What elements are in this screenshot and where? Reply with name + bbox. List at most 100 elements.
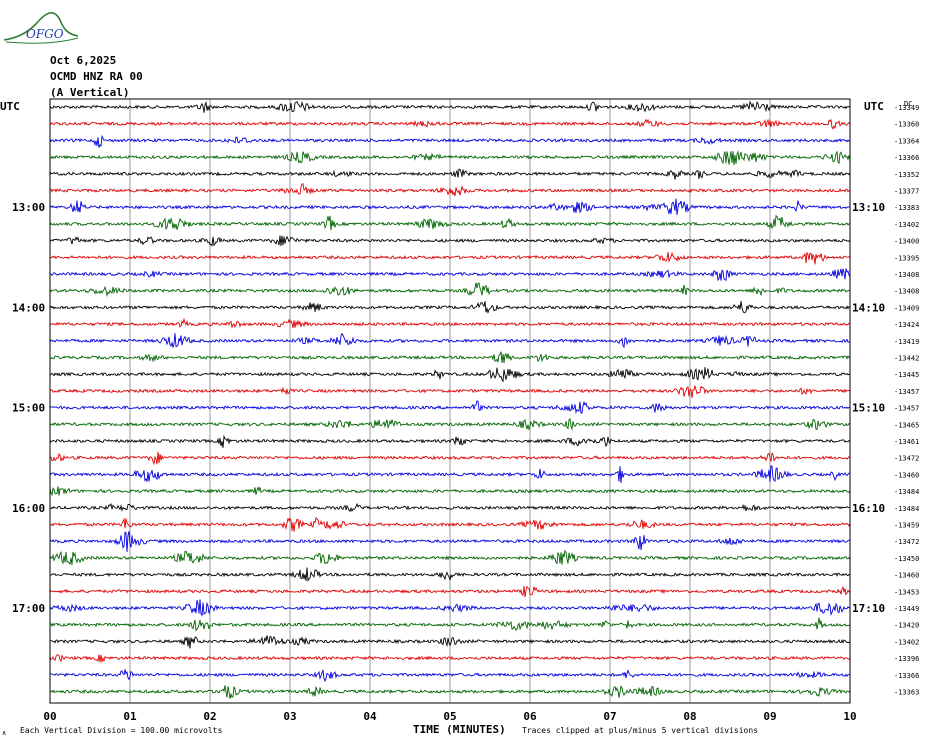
offset-label-33: -13402 bbox=[894, 638, 919, 646]
trace-row-6 bbox=[49, 183, 851, 197]
offset-label-3: -13364 bbox=[894, 137, 919, 145]
left-time-label: 14:00 bbox=[12, 301, 45, 314]
trace-row-31 bbox=[49, 599, 851, 617]
trace-row-10 bbox=[49, 251, 851, 265]
ofgo-logo bbox=[3, 12, 79, 44]
trace-row-36 bbox=[49, 685, 851, 699]
offset-label-16: -13442 bbox=[894, 355, 919, 363]
x-tick-label: 07 bbox=[603, 710, 616, 723]
left-time-labels: 13:00 14:00 15:00 16:00 17:00 bbox=[12, 201, 45, 615]
x-tick-labels: 00 01 02 03 04 05 06 07 08 09 10 bbox=[43, 710, 856, 723]
right-time-label: 14:10 bbox=[852, 301, 885, 314]
offset-label-22: -13472 bbox=[894, 455, 919, 463]
trace-row-18 bbox=[49, 385, 851, 399]
offset-label-8: -13402 bbox=[894, 221, 919, 229]
right-time-label: 16:10 bbox=[852, 502, 885, 515]
trace-row-2 bbox=[49, 118, 851, 130]
offset-label-4: -13366 bbox=[894, 154, 919, 162]
logo-hill-icon bbox=[3, 12, 79, 41]
offset-label-11: -13408 bbox=[894, 271, 919, 279]
trace-row-13 bbox=[49, 301, 851, 315]
station-code: OCMD HNZ RA 00 bbox=[50, 70, 143, 83]
scale-note: Each Vertical Division = 100.00 microvol… bbox=[20, 726, 222, 735]
left-time-label: 13:00 bbox=[12, 201, 45, 214]
offset-label-21: -13461 bbox=[894, 438, 919, 446]
offset-label-13: -13409 bbox=[894, 304, 919, 312]
left-axis-label: UTC bbox=[0, 100, 20, 113]
offset-label-29: -13460 bbox=[894, 572, 919, 580]
left-time-label: 15:00 bbox=[12, 402, 45, 415]
trace-row-3 bbox=[49, 134, 851, 148]
x-tick-label: 05 bbox=[443, 710, 456, 723]
minute-grid bbox=[129, 99, 771, 703]
trace-row-23 bbox=[49, 465, 851, 484]
seismic-traces bbox=[49, 100, 851, 699]
offset-label-10: -13395 bbox=[894, 254, 919, 262]
offset-label-25: -13484 bbox=[894, 505, 919, 513]
offset-label-5: -13352 bbox=[894, 171, 919, 179]
trace-row-27 bbox=[49, 531, 850, 553]
offset-label-6: -13377 bbox=[894, 188, 919, 196]
right-time-label: 17:10 bbox=[852, 602, 885, 615]
trace-row-29 bbox=[49, 567, 851, 582]
offset-label-18: -13457 bbox=[894, 388, 919, 396]
offset-label-32: -13420 bbox=[894, 622, 919, 630]
offset-label-26: -13459 bbox=[894, 522, 919, 530]
trace-row-26 bbox=[49, 516, 851, 532]
trace-row-32 bbox=[49, 617, 851, 632]
x-tick-label: 03 bbox=[283, 710, 296, 723]
offset-label-9: -13400 bbox=[894, 238, 919, 246]
left-time-label: 17:00 bbox=[12, 602, 45, 615]
trace-row-15 bbox=[49, 332, 851, 349]
offset-label-35: -13366 bbox=[894, 672, 919, 680]
trace-row-12 bbox=[49, 282, 851, 298]
x-axis-label: TIME (MINUTES) bbox=[413, 723, 506, 736]
offset-label-7: -13383 bbox=[894, 204, 919, 212]
offset-label-23: -13460 bbox=[894, 471, 919, 479]
trace-row-5 bbox=[49, 168, 851, 180]
logo-base-icon bbox=[5, 37, 79, 44]
offset-label-31: -13449 bbox=[894, 605, 919, 613]
x-tick-label: 04 bbox=[363, 710, 377, 723]
offset-label-28: -13450 bbox=[894, 555, 919, 563]
trace-row-7 bbox=[49, 198, 851, 216]
trace-row-9 bbox=[49, 235, 851, 247]
trace-row-19 bbox=[49, 400, 851, 414]
offset-label-12: -13408 bbox=[894, 288, 919, 296]
trace-row-17 bbox=[49, 367, 851, 383]
trace-row-33 bbox=[49, 635, 851, 649]
right-time-label: 13:10 bbox=[852, 201, 885, 214]
top-right-note: DC bbox=[904, 100, 912, 108]
trace-row-8 bbox=[49, 214, 850, 231]
trace-row-24 bbox=[49, 485, 851, 497]
trace-row-16 bbox=[49, 351, 851, 363]
x-tick-label: 06 bbox=[523, 710, 537, 723]
offset-label-36: -13363 bbox=[894, 689, 919, 697]
trace-row-35 bbox=[49, 668, 851, 683]
x-tick-label: 08 bbox=[683, 710, 696, 723]
trace-row-21 bbox=[49, 434, 851, 448]
offset-label-17: -13445 bbox=[894, 371, 919, 379]
right-time-label: 15:10 bbox=[852, 402, 885, 415]
trace-row-22 bbox=[49, 451, 851, 466]
trace-row-20 bbox=[49, 417, 851, 431]
logo-text: OFGO bbox=[26, 27, 64, 41]
offset-label-2: -13360 bbox=[894, 121, 919, 129]
trace-row-28 bbox=[49, 549, 851, 565]
record-date: Oct 6,2025 bbox=[50, 54, 117, 67]
trace-row-30 bbox=[49, 585, 851, 598]
trace-row-4 bbox=[49, 150, 851, 166]
left-time-label: 16:00 bbox=[12, 502, 45, 515]
trace-row-34 bbox=[49, 653, 851, 663]
trace-row-25 bbox=[49, 502, 851, 513]
offset-label-24: -13484 bbox=[894, 488, 919, 496]
offset-label-27: -13472 bbox=[894, 538, 919, 546]
plot-frame bbox=[49, 98, 851, 704]
offset-label-19: -13457 bbox=[894, 405, 919, 413]
x-tick-label: 10 bbox=[843, 710, 856, 723]
x-tick-label: 09 bbox=[763, 710, 776, 723]
x-tick-label: 00 bbox=[43, 710, 56, 723]
offset-label-14: -13424 bbox=[894, 321, 919, 329]
trace-row-1 bbox=[49, 100, 851, 113]
